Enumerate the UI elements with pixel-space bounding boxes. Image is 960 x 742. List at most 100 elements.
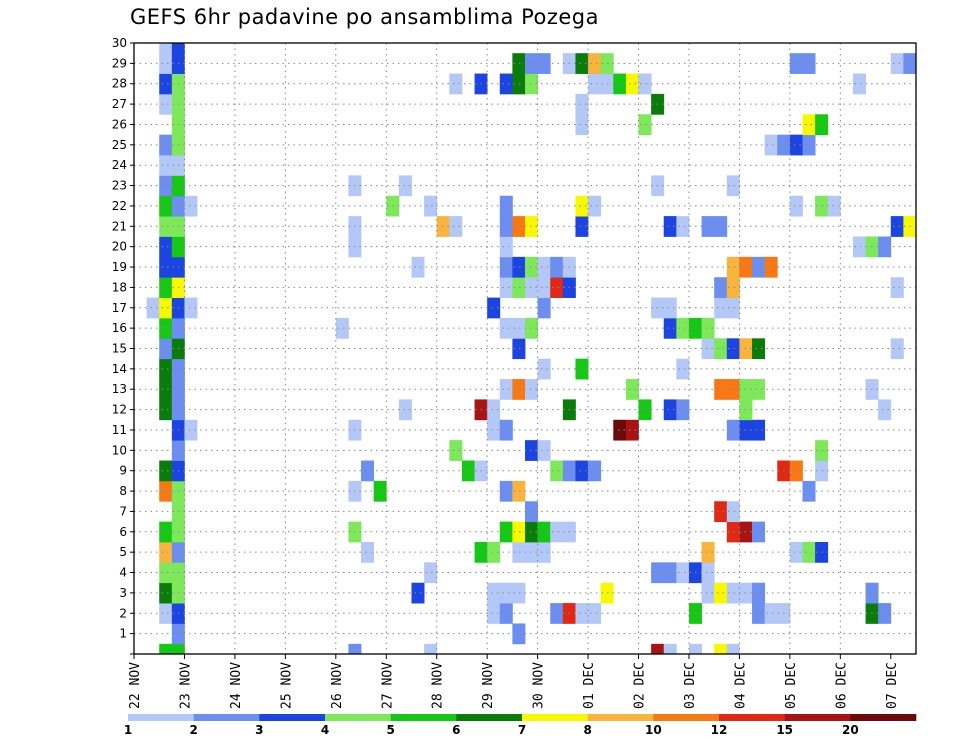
heatmap-cell: [449, 73, 463, 95]
heatmap-cell: [159, 175, 173, 197]
heatmap-cell: [550, 521, 564, 543]
heatmap-cell: [171, 43, 185, 54]
heatmap-cell: [512, 379, 526, 400]
heatmap-cell: [424, 562, 438, 584]
heatmap-cell: [525, 440, 539, 461]
heatmap-cell: [890, 277, 904, 298]
colorbar-tick-label: 5: [386, 723, 394, 737]
heatmap-cell: [537, 297, 551, 319]
heatmap-cell: [499, 480, 513, 502]
heatmap-cell: [499, 256, 513, 278]
heatmap-cell: [348, 643, 362, 655]
heatmap-cell: [525, 541, 539, 563]
axes: [130, 42, 917, 659]
heatmap-cell: [512, 53, 526, 74]
heatmap-cell: [159, 358, 173, 380]
heatmap-cell: [789, 460, 803, 482]
heatmap-cell: [159, 480, 173, 502]
heatmap-cell: [525, 216, 539, 237]
colorbar-swatch: [850, 714, 917, 721]
heatmap-cell: [411, 582, 425, 604]
heatmap-cell: [714, 216, 728, 237]
colorbar: 1 2 3 4 5 6 7 8 10 12 15 20: [124, 714, 917, 737]
heatmap-cell: [701, 317, 715, 339]
heatmap-cell: [676, 399, 690, 421]
heatmap-cell: [613, 73, 627, 95]
heatmap-cell: [525, 379, 539, 400]
heatmap-cell: [663, 297, 677, 319]
heatmap-cell: [159, 297, 173, 319]
grid-lines: [134, 43, 916, 654]
heatmap-cell: [159, 93, 173, 115]
heatmap-cell: [890, 216, 904, 237]
heatmap-cell: [878, 236, 892, 258]
y-tick-label: 20: [112, 240, 127, 254]
colorbar-swatch: [653, 714, 720, 721]
heatmap-cell: [575, 114, 589, 136]
heatmap-cell: [537, 541, 551, 563]
y-tick-label: 7: [119, 504, 127, 518]
heatmap-cell: [499, 521, 513, 543]
heatmap-cell: [537, 53, 551, 74]
heatmap-cell: [827, 195, 841, 217]
heatmap-cell: [512, 521, 526, 543]
heatmap-cell: [159, 379, 173, 400]
heatmap-cell: [550, 603, 564, 624]
heatmap-cell: [537, 521, 551, 543]
heatmap-cell: [499, 73, 513, 95]
heatmap-cell: [663, 643, 677, 655]
x-tick-label: 25 NOV: [279, 662, 294, 709]
heatmap-cell: [714, 277, 728, 298]
colorbar-swatch: [193, 714, 260, 721]
heatmap-cell: [525, 277, 539, 298]
heatmap-cell: [159, 195, 173, 217]
heatmap-cell: [159, 73, 173, 95]
y-tick-label: 3: [119, 586, 127, 600]
heatmap-cell: [171, 643, 185, 655]
heatmap-cell: [701, 338, 715, 360]
heatmap-cell: [159, 277, 173, 298]
heatmap-cell: [361, 460, 375, 482]
y-tick-label: 25: [112, 138, 127, 152]
heatmap-cell: [714, 338, 728, 360]
heatmap-cell: [550, 277, 564, 298]
colorbar-tick-label: 1: [124, 723, 132, 737]
heatmap-cell: [764, 256, 778, 278]
heatmap-cell: [676, 358, 690, 380]
heatmap-cell: [625, 419, 639, 441]
y-tick-label: 6: [119, 525, 127, 539]
x-tick-label: 26 NOV: [330, 662, 345, 709]
colorbar-tick-label: 2: [189, 723, 197, 737]
y-tick-label: 19: [112, 260, 127, 274]
heatmap-cell: [159, 541, 173, 563]
heatmap-cell: [159, 399, 173, 421]
y-tick-label: 26: [112, 117, 127, 131]
heatmap-cell: [852, 236, 866, 258]
heatmap-cell: [146, 297, 160, 319]
heatmap-cell: [575, 53, 589, 74]
heatmap-cell: [638, 73, 652, 95]
colorbar-swatch: [128, 714, 194, 721]
heatmap-cell: [588, 73, 602, 95]
heatmap-cell: [714, 297, 728, 319]
heatmap-cell: [802, 114, 816, 136]
colorbar-tick-label: 8: [583, 723, 591, 737]
x-tick-labels: 22 NOV 23 NOV 24 NOV 25 NOV 26 NOV 27 NOV 28 N…: [128, 662, 900, 709]
heatmap-cell: [159, 582, 173, 604]
y-tick-label: 12: [112, 403, 127, 417]
heatmap-cell: [159, 317, 173, 339]
heatmap-cell: [726, 297, 740, 319]
heatmap-cell: [159, 53, 173, 74]
heatmap-cell: [663, 216, 677, 237]
y-tick-labels: 1234567891011121314151617181920212223242…: [112, 36, 127, 641]
heatmap-cell: [159, 643, 173, 655]
heatmap-cell: [525, 317, 539, 339]
heatmap-cell: [714, 582, 728, 604]
heatmap-cell: [373, 480, 387, 502]
heatmap-cell: [487, 419, 501, 441]
heatmap-cell: [512, 582, 526, 604]
heatmap-cell: [537, 440, 551, 461]
heatmap-cell: [726, 175, 740, 197]
heatmap-cell: [852, 73, 866, 95]
y-tick-label: 23: [112, 179, 127, 193]
